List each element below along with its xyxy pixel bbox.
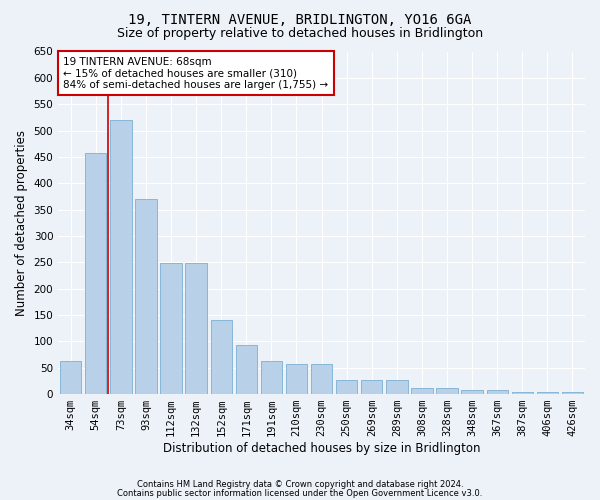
Bar — [512, 392, 533, 394]
Text: Contains public sector information licensed under the Open Government Licence v3: Contains public sector information licen… — [118, 488, 482, 498]
Bar — [562, 392, 583, 394]
Text: Size of property relative to detached houses in Bridlington: Size of property relative to detached ho… — [117, 28, 483, 40]
Bar — [537, 392, 558, 394]
Bar — [236, 345, 257, 394]
Bar — [386, 380, 407, 394]
Bar — [411, 388, 433, 394]
Bar — [461, 390, 483, 394]
Bar — [136, 199, 157, 394]
Y-axis label: Number of detached properties: Number of detached properties — [15, 130, 28, 316]
Bar — [286, 364, 307, 394]
Bar — [487, 390, 508, 394]
X-axis label: Distribution of detached houses by size in Bridlington: Distribution of detached houses by size … — [163, 442, 481, 455]
Text: 19, TINTERN AVENUE, BRIDLINGTON, YO16 6GA: 19, TINTERN AVENUE, BRIDLINGTON, YO16 6G… — [128, 12, 472, 26]
Bar — [361, 380, 382, 394]
Bar — [311, 364, 332, 394]
Text: Contains HM Land Registry data © Crown copyright and database right 2024.: Contains HM Land Registry data © Crown c… — [137, 480, 463, 489]
Bar — [261, 362, 282, 394]
Bar — [436, 388, 458, 394]
Bar — [85, 152, 106, 394]
Bar — [110, 120, 131, 394]
Bar — [160, 264, 182, 394]
Bar — [336, 380, 358, 394]
Bar — [60, 362, 82, 394]
Bar — [185, 264, 207, 394]
Text: 19 TINTERN AVENUE: 68sqm
← 15% of detached houses are smaller (310)
84% of semi-: 19 TINTERN AVENUE: 68sqm ← 15% of detach… — [64, 56, 329, 90]
Bar — [211, 320, 232, 394]
